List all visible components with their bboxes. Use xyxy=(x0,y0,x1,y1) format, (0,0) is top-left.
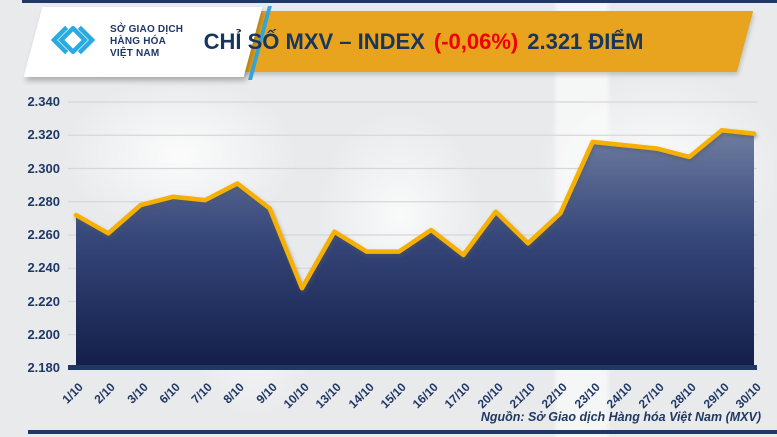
y-axis-tick-label: 2.180 xyxy=(27,360,60,375)
mxv-chevrons-icon xyxy=(44,21,102,64)
y-axis-tick-label: 2.320 xyxy=(27,127,60,143)
bottom-border-bar xyxy=(28,430,777,434)
plot-area xyxy=(68,96,757,373)
title-main: CHỈ SỐ MXV – INDEX xyxy=(203,28,425,54)
y-axis-tick-label: 2.280 xyxy=(27,193,60,209)
y-axis-tick-label: 2.260 xyxy=(27,227,60,242)
y-axis-tick-label: 2.300 xyxy=(27,160,60,176)
index-area-chart xyxy=(68,101,757,370)
title-index-value: 2.321 ĐIỂM xyxy=(527,28,644,54)
logo-text-line1: SỞ GIAO DỊCH xyxy=(110,24,184,36)
top-border-bar xyxy=(22,0,777,3)
logo-text: SỞ GIAO DỊCH HÀNG HÓA VIỆT NAM xyxy=(110,24,183,59)
y-axis-tick-label: 2.200 xyxy=(27,326,60,342)
logo-text-line2: HÀNG HÓA xyxy=(110,36,167,48)
source-caption: Nguồn: Sở Giao dịch Hàng hóa Việt Nam (M… xyxy=(480,410,761,424)
logo-text-line3: VIỆT NAM xyxy=(110,47,160,59)
y-axis-tick-label: 2.240 xyxy=(27,260,60,276)
mxv-logo: SỞ GIAO DỊCH HÀNG HÓA VIỆT NAM xyxy=(44,14,252,70)
y-axis-tick-label: 2.220 xyxy=(27,293,60,309)
y-axis: 2.340 2.320 2.300 2.280 2.260 2.240 2.220 2.200… xyxy=(10,94,60,386)
chart-title: CHỈ SỐ MXV – INDEX (-0,06%) 2.321 ĐIỂM xyxy=(110,11,737,72)
y-axis-tick-label: 2.340 xyxy=(27,94,60,109)
title-change-percent: (-0,06%) xyxy=(433,28,519,54)
